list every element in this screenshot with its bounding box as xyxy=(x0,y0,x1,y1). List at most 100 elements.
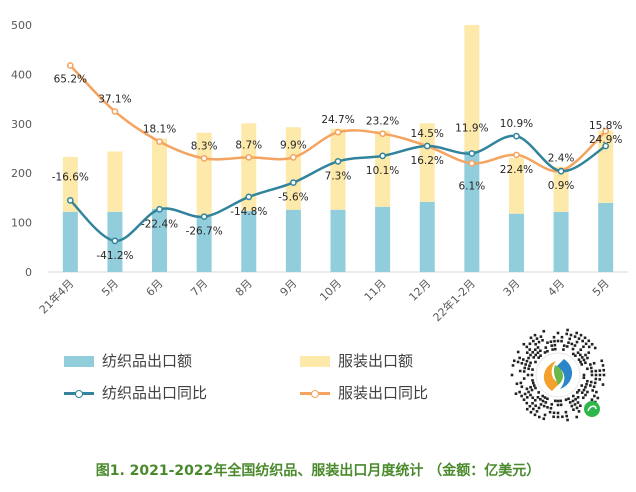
textile-bar xyxy=(598,202,614,272)
apparel-yoy-label: 23.2% xyxy=(366,116,399,128)
textile-bar xyxy=(464,150,480,272)
x-tick-label: 5月 xyxy=(590,277,612,299)
textile-yoy-label: -22.4% xyxy=(141,218,178,230)
apparel-yoy-label: 37.1% xyxy=(98,93,131,105)
textile-bar xyxy=(62,211,78,272)
legend-swatch-apparel-line xyxy=(300,388,330,399)
apparel-yoy-label: 8.3% xyxy=(191,140,218,152)
textile-bar xyxy=(419,201,435,272)
apparel-yoy-label: 18.1% xyxy=(143,124,176,136)
x-tick-label: 8月 xyxy=(233,277,255,299)
figure-caption: 图1. 2021-2022年全国纺织品、服装出口月度统计 （金额：亿美元） xyxy=(95,463,541,479)
x-tick-label: 5月 xyxy=(99,277,121,299)
apparel-bar xyxy=(464,25,480,151)
x-tick-label: 21年4月 xyxy=(36,276,76,316)
textile-bar xyxy=(375,206,391,272)
apparel-bar xyxy=(62,156,78,212)
apparel-yoy-label: 16.2% xyxy=(411,155,444,167)
apparel-yoy-label: 65.2% xyxy=(54,74,87,86)
textile-bar xyxy=(241,210,257,272)
apparel-yoy-point xyxy=(66,62,74,69)
apparel-bar xyxy=(285,127,301,210)
apparel-yoy-point xyxy=(513,151,520,159)
textile-yoy-point xyxy=(66,197,74,204)
apparel-bar xyxy=(152,138,168,209)
apparel-bar xyxy=(419,123,435,202)
legend-swatch-apparel-bar xyxy=(300,356,330,367)
legend-swatch-textile-line xyxy=(64,388,94,399)
yoy-lines xyxy=(66,62,610,245)
y-tick-label: 100 xyxy=(11,217,32,230)
apparel-yoy-label: 15.8% xyxy=(589,120,622,132)
textile-yoy-point xyxy=(379,152,386,160)
apparel-bar xyxy=(375,130,391,207)
textile-yoy-point xyxy=(290,179,297,186)
textile-yoy-point xyxy=(200,213,208,221)
textile-bar xyxy=(152,208,168,272)
textile-yoy-point xyxy=(423,142,431,150)
textile-yoy-label: 14.5% xyxy=(411,128,444,140)
x-tick-label: 3月 xyxy=(501,277,523,299)
textile-yoy-label: -5.6% xyxy=(278,192,308,204)
y-tick-label: 300 xyxy=(11,118,32,131)
apparel-bar xyxy=(330,128,346,210)
textile-yoy-label: -14.8% xyxy=(230,206,267,218)
apparel-yoy-point xyxy=(156,138,163,145)
x-tick-label: 4月 xyxy=(545,277,567,299)
apparel-yoy-label: 24.7% xyxy=(321,114,354,126)
textile-bar xyxy=(285,209,301,272)
textile-yoy-label: 6.1% xyxy=(459,180,486,192)
legend-swatch-textile-bar xyxy=(64,356,94,367)
textile-bars xyxy=(62,150,614,272)
apparel-bar xyxy=(196,132,212,217)
legend-label-textile-yoy: 纺织品出口同比 xyxy=(102,384,208,402)
x-tick-label: 11月 xyxy=(362,277,389,304)
apparel-yoy-point xyxy=(602,127,610,135)
legend-label-apparel-export: 服装出口额 xyxy=(338,352,414,370)
y-tick-label: 400 xyxy=(11,68,32,81)
apparel-bar xyxy=(553,166,569,212)
y-tick-label: 200 xyxy=(11,167,32,180)
textile-yoy-point xyxy=(468,150,476,157)
apparel-bar xyxy=(241,123,257,211)
textile-bar xyxy=(553,211,569,272)
textile-yoy-point xyxy=(334,157,342,165)
apparel-yoy-point xyxy=(379,130,386,138)
data-labels: 65.2% -16.6% 37.1% -41.2% 18.1% -22.4% 8.3% -26… xyxy=(52,74,623,262)
textile-yoy-point xyxy=(245,193,253,201)
apparel-yoy-point xyxy=(334,128,342,136)
x-tick-label: 6月 xyxy=(144,277,166,299)
textile-yoy-point xyxy=(602,142,610,150)
textile-yoy-label: 10.1% xyxy=(366,165,399,177)
apparel-yoy-point xyxy=(200,155,208,162)
apparel-bar xyxy=(508,157,524,214)
textile-yoy-point xyxy=(557,167,565,175)
textile-yoy-label: -41.2% xyxy=(96,250,133,262)
x-tick-label: 22年1-2月 xyxy=(430,276,478,324)
qr-code-icon xyxy=(510,328,606,422)
apparel-yoy-label: 11.9% xyxy=(455,122,488,134)
apparel-bar xyxy=(107,151,123,212)
apparel-bars xyxy=(62,25,614,217)
legend-item-apparel-export: 服装出口额 xyxy=(300,350,413,371)
textile-yoy-label: -16.6% xyxy=(52,171,89,183)
textile-yoy-point xyxy=(156,205,163,213)
legend-item-textile-export: 纺织品出口额 xyxy=(64,350,192,371)
legend-item-textile-yoy: 纺织品出口同比 xyxy=(64,382,207,403)
textile-yoy-label: -26.7% xyxy=(186,226,223,238)
textile-bar xyxy=(196,216,212,272)
chart-canvas: 0 100 200 300 400 500 21年4月 5月 6月 7月 8月 9月 10月 11月 12… xyxy=(11,19,628,324)
apparel-yoy-point xyxy=(111,108,119,115)
apparel-yoy-label: 9.9% xyxy=(280,139,307,151)
x-tick-label: 12月 xyxy=(406,277,433,304)
textile-yoy-label: 7.3% xyxy=(325,170,352,182)
apparel-yoy-point xyxy=(290,154,297,161)
x-tick-label: 9月 xyxy=(278,277,300,299)
textile-yoy-label: 10.9% xyxy=(500,118,533,130)
y-axis-ticks: 0 100 200 300 400 500 xyxy=(11,19,32,279)
textile-yoy-point xyxy=(513,132,520,140)
apparel-yoy-point xyxy=(245,154,253,161)
x-tick-label: 7月 xyxy=(188,277,210,299)
apparel-yoy-label: 2.4% xyxy=(548,153,575,165)
